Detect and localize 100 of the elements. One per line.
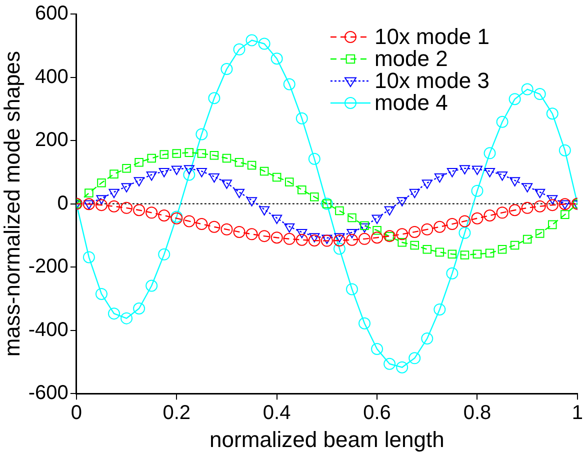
x-tick-label: 0.4 <box>262 402 291 424</box>
point <box>497 171 508 181</box>
point <box>546 199 558 212</box>
point <box>272 214 282 224</box>
point <box>358 317 371 330</box>
point <box>197 149 206 158</box>
point <box>510 240 520 250</box>
point <box>484 210 496 222</box>
point <box>448 250 457 258</box>
point <box>496 206 508 219</box>
point <box>508 204 521 216</box>
point <box>434 220 446 233</box>
y-tick-label: 0 <box>57 192 68 214</box>
point <box>396 197 408 206</box>
y-tick-label: 600 <box>35 2 68 25</box>
point <box>534 188 546 198</box>
point <box>472 166 482 176</box>
point <box>208 92 220 104</box>
point <box>534 88 546 100</box>
point <box>422 244 432 254</box>
point <box>234 158 244 167</box>
point <box>371 342 384 355</box>
y-tick-label: -600 <box>28 382 68 404</box>
point <box>320 234 333 247</box>
y-tick-label: -200 <box>28 256 68 278</box>
point <box>134 177 144 186</box>
point <box>246 228 258 240</box>
point <box>283 232 296 245</box>
point <box>146 280 158 292</box>
point <box>471 184 484 197</box>
point <box>384 358 396 370</box>
point <box>208 173 220 183</box>
point <box>233 226 246 238</box>
x-axis-title: normalized beam length <box>210 426 444 452</box>
point <box>322 234 332 244</box>
point <box>546 108 558 120</box>
point <box>521 202 534 214</box>
point <box>410 240 419 250</box>
point <box>434 173 445 183</box>
point <box>498 244 507 254</box>
point <box>172 149 182 158</box>
point <box>534 200 546 212</box>
y-tick-label: 400 <box>35 66 68 88</box>
point <box>308 152 320 165</box>
point <box>84 188 94 198</box>
point <box>458 226 471 239</box>
y-axis-title: mass-normalized mode shapes <box>0 50 24 357</box>
point <box>308 234 320 246</box>
point <box>96 195 107 204</box>
point <box>233 43 246 56</box>
point <box>472 250 482 258</box>
x-tick-label: 0.8 <box>463 402 492 424</box>
point <box>485 248 494 258</box>
point <box>95 199 108 212</box>
point <box>120 202 133 214</box>
point <box>296 234 308 246</box>
point <box>272 172 282 182</box>
point <box>82 251 95 264</box>
point <box>459 165 470 174</box>
point <box>284 223 295 233</box>
point <box>408 352 421 364</box>
point <box>522 183 533 192</box>
point <box>234 188 245 198</box>
point <box>296 229 308 238</box>
point <box>134 158 144 167</box>
point <box>409 188 420 198</box>
point <box>196 128 208 140</box>
point <box>372 214 382 224</box>
point <box>283 78 296 90</box>
point <box>133 302 146 315</box>
point <box>346 229 358 238</box>
point <box>183 168 196 181</box>
point <box>446 168 458 178</box>
point <box>398 238 406 247</box>
point <box>458 215 471 228</box>
x-tick-label: 1 <box>572 402 583 424</box>
point <box>460 250 470 260</box>
point <box>221 180 232 189</box>
point <box>184 148 194 157</box>
point <box>184 165 194 174</box>
point <box>309 233 320 242</box>
point <box>259 206 270 216</box>
point <box>258 38 270 50</box>
point <box>196 218 208 230</box>
point <box>358 232 371 245</box>
point <box>484 147 496 160</box>
point <box>208 220 220 233</box>
point <box>422 180 432 189</box>
point <box>421 223 434 236</box>
point <box>108 308 120 320</box>
point <box>158 210 170 222</box>
point <box>296 112 308 124</box>
point <box>220 63 233 76</box>
point <box>434 303 446 316</box>
point <box>547 195 558 204</box>
point <box>446 218 458 230</box>
y-tick-label: 200 <box>35 129 68 152</box>
point <box>348 213 356 222</box>
point <box>146 206 158 219</box>
point <box>548 220 557 230</box>
